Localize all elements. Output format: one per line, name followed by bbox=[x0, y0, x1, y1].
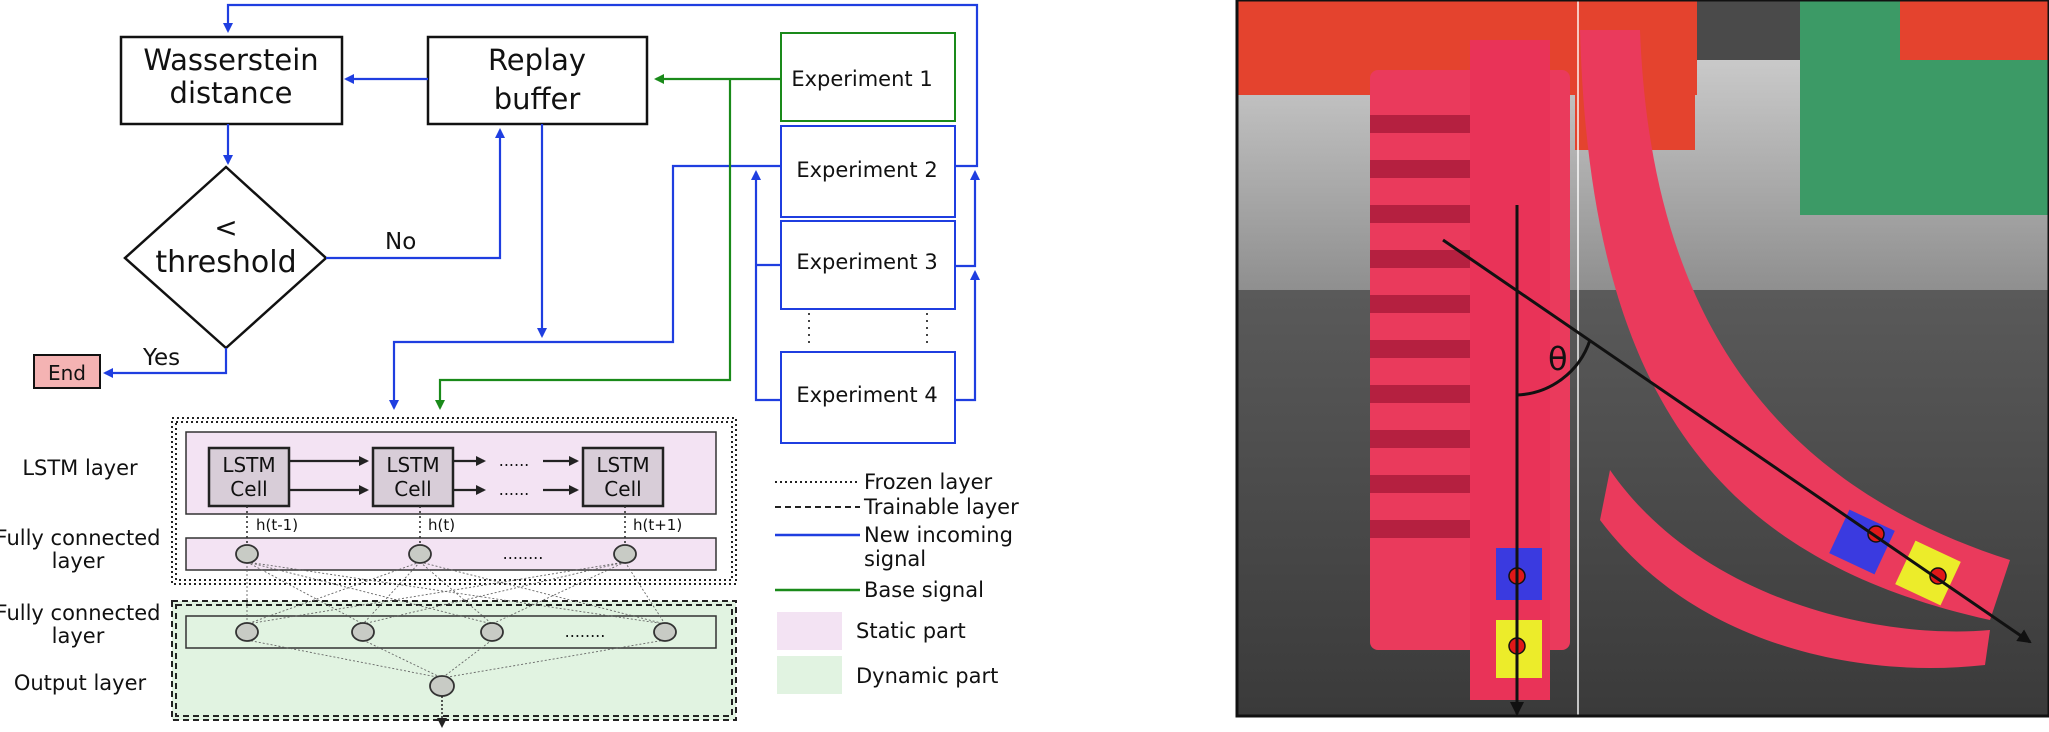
no-label: No bbox=[385, 229, 416, 255]
bend-direction-line bbox=[1442, 238, 2032, 644]
new-signal-arrows bbox=[103, 3, 980, 410]
exp4-right-up-arrow bbox=[955, 270, 980, 402]
fc2-neuron bbox=[653, 622, 677, 642]
soft-actuator-photo: θ bbox=[1235, 0, 2049, 718]
svg-text:Cell: Cell bbox=[394, 477, 431, 501]
experiment-1-box: Experiment 1 bbox=[780, 32, 956, 122]
svg-text:LSTM: LSTM bbox=[386, 453, 439, 477]
hidden-label-1: h(t-1) bbox=[256, 516, 298, 534]
lstm-dots-bottom: ...... bbox=[499, 480, 530, 499]
neurons bbox=[235, 544, 677, 697]
yes-branch-arrow bbox=[103, 348, 228, 378]
legend-dynamic-swatch bbox=[777, 656, 842, 694]
fc-layer1-label-line1: Fully connected bbox=[0, 526, 160, 550]
wasserstein-label-line1: Wasserstein bbox=[143, 43, 318, 77]
exp4-up-arrow bbox=[751, 170, 781, 402]
straight-actuator bbox=[1370, 40, 1570, 700]
fc2-dots: ........ bbox=[565, 622, 606, 641]
experiment-4-box: Experiment 4 bbox=[780, 351, 956, 444]
legend: Frozen layer Trainable layer New incomin… bbox=[775, 470, 1019, 694]
hidden-label-3: h(t+1) bbox=[633, 516, 682, 534]
threshold-label: threshold bbox=[155, 245, 296, 280]
replay-label-line2: buffer bbox=[494, 82, 581, 116]
experiment-3-box: Experiment 3 bbox=[780, 220, 956, 310]
legend-frozen-label: Frozen layer bbox=[864, 470, 993, 494]
dense-connections bbox=[246, 561, 666, 679]
legend-new-signal-label-line2: signal bbox=[864, 547, 926, 571]
fc1-dots: ........ bbox=[503, 544, 544, 563]
replay-label-line1: Replay bbox=[488, 43, 586, 77]
fc-layer2-label-line1: Fully connected bbox=[0, 601, 160, 625]
fc-layer2-region bbox=[185, 615, 717, 649]
no-branch-arrow bbox=[326, 128, 505, 260]
legend-base-signal-label: Base signal bbox=[864, 578, 984, 602]
fc2-neuron bbox=[351, 622, 375, 642]
threshold-symbol: < bbox=[214, 211, 237, 244]
exp3-right-up-arrow bbox=[955, 170, 980, 268]
fc2-neuron bbox=[480, 622, 504, 642]
network-diagram: LSTM layer Fully connected layer Fully c… bbox=[0, 417, 737, 728]
experiment-to-network-arrow bbox=[389, 164, 781, 410]
flowchart: Wasserstein distance Replay buffer < thr… bbox=[33, 3, 980, 444]
experiment-4-label: Experiment 4 bbox=[796, 383, 937, 407]
theta-label: θ bbox=[1548, 340, 1568, 378]
end-label: End bbox=[48, 361, 86, 385]
legend-new-signal-label-line1: New incoming bbox=[864, 523, 1013, 547]
hidden-state-links bbox=[246, 506, 626, 546]
output-layer-label: Output layer bbox=[14, 671, 147, 695]
lstm-cell-1: LSTM Cell bbox=[207, 446, 291, 508]
svg-text:Cell: Cell bbox=[230, 477, 267, 501]
legend-static-swatch bbox=[777, 612, 842, 650]
experiment-2-box: Experiment 2 bbox=[780, 125, 956, 218]
angle-measurement bbox=[1442, 205, 2032, 716]
lstm-cell-3: LSTM Cell bbox=[581, 446, 665, 508]
wasserstein-distance-box: Wasserstein distance bbox=[119, 35, 344, 126]
svg-text:Cell: Cell bbox=[604, 477, 641, 501]
replay-buffer-box: Replay buffer bbox=[426, 35, 649, 126]
svg-text:LSTM: LSTM bbox=[596, 453, 649, 477]
experiment-3-label: Experiment 3 bbox=[796, 250, 937, 274]
lstm-cell-2: LSTM Cell bbox=[371, 446, 455, 508]
end-box: End bbox=[33, 354, 101, 389]
fc-layer2-label-line2: layer bbox=[52, 624, 105, 648]
legend-dynamic-label: Dynamic part bbox=[856, 664, 998, 688]
output-neuron bbox=[429, 675, 455, 697]
yes-label: Yes bbox=[142, 345, 180, 371]
threshold-decision: < threshold bbox=[123, 165, 328, 350]
experiment-2-label: Experiment 2 bbox=[796, 158, 937, 182]
base-to-network-arrow bbox=[435, 79, 732, 410]
wasserstein-label-line2: distance bbox=[170, 76, 293, 110]
angle-arc bbox=[1516, 339, 1592, 397]
fc1-neuron bbox=[613, 544, 637, 564]
experiment-1-label: Experiment 1 bbox=[791, 67, 932, 91]
experiment-ellipsis bbox=[808, 313, 928, 346]
base-signal-arrows bbox=[435, 74, 781, 410]
fc-layer1-label-line2: layer bbox=[52, 549, 105, 573]
fc1-neuron bbox=[408, 544, 432, 564]
hidden-label-2: h(t) bbox=[428, 516, 455, 534]
legend-trainable-label: Trainable layer bbox=[863, 495, 1019, 519]
experiment-to-wasserstein-arrow bbox=[223, 3, 979, 168]
fc1-neuron bbox=[235, 544, 259, 564]
fc2-neuron bbox=[235, 622, 259, 642]
lstm-recurrent-arrows bbox=[289, 456, 579, 495]
svg-text:LSTM: LSTM bbox=[222, 453, 275, 477]
lstm-dots-top: ...... bbox=[499, 451, 530, 470]
legend-static-label: Static part bbox=[856, 619, 966, 643]
lstm-layer-label: LSTM layer bbox=[22, 456, 138, 480]
